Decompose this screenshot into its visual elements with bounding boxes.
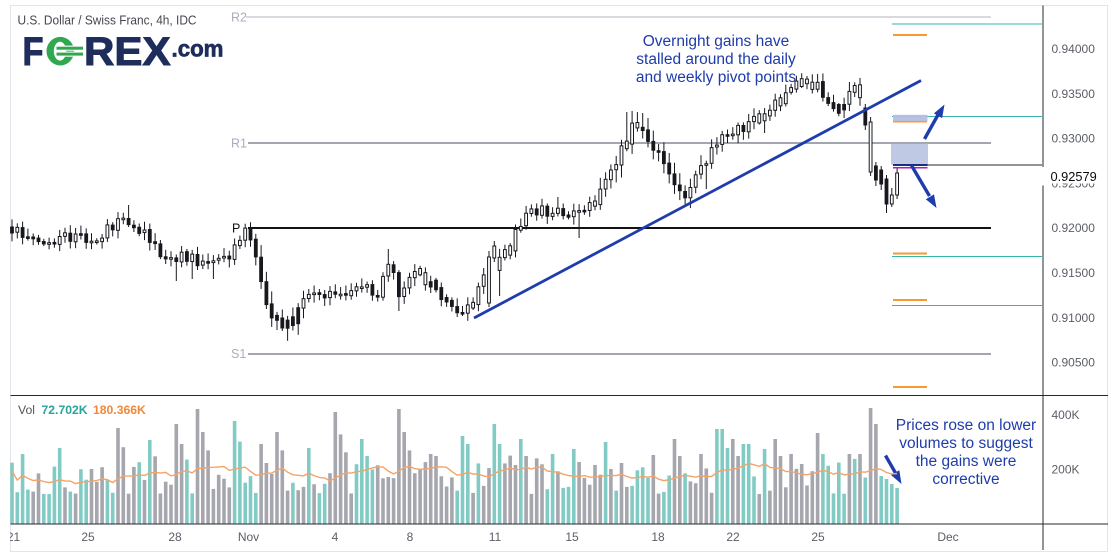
svg-text:11: 11 xyxy=(489,530,502,544)
svg-text:0.91500: 0.91500 xyxy=(1052,266,1096,280)
svg-text:Vol: Vol xyxy=(18,403,35,417)
svg-text:22: 22 xyxy=(726,530,740,544)
svg-text:F: F xyxy=(23,30,44,74)
svg-text:21: 21 xyxy=(7,530,21,544)
svg-text:P: P xyxy=(232,222,240,236)
svg-text:200K: 200K xyxy=(1052,463,1080,477)
svg-text:4: 4 xyxy=(332,530,339,544)
svg-text:0.93500: 0.93500 xyxy=(1052,87,1096,101)
svg-text:R2: R2 xyxy=(231,11,247,25)
svg-text:72.702K: 72.702K xyxy=(42,403,88,417)
svg-text:0.94000: 0.94000 xyxy=(1052,42,1096,56)
svg-text:.com: .com xyxy=(172,36,224,62)
svg-text:Nov: Nov xyxy=(238,530,259,544)
svg-text:Dec: Dec xyxy=(937,530,958,544)
svg-text:180.366K: 180.366K xyxy=(93,403,146,417)
svg-text:REX: REX xyxy=(84,30,171,74)
svg-text:0.93000: 0.93000 xyxy=(1052,132,1096,146)
svg-text:15: 15 xyxy=(565,530,579,544)
svg-text:0.91000: 0.91000 xyxy=(1052,311,1096,325)
svg-text:28: 28 xyxy=(168,530,182,544)
svg-text:U.S. Dollar / Swiss Franc, 4h,: U.S. Dollar / Swiss Franc, 4h, IDC xyxy=(18,14,197,28)
svg-text:8: 8 xyxy=(407,530,414,544)
svg-text:25: 25 xyxy=(81,530,95,544)
svg-text:0.90500: 0.90500 xyxy=(1052,356,1096,370)
svg-text:R1: R1 xyxy=(231,137,247,151)
svg-text:400K: 400K xyxy=(1052,408,1080,422)
svg-text:0.92000: 0.92000 xyxy=(1052,221,1096,235)
svg-text:0.92579: 0.92579 xyxy=(1051,169,1097,184)
svg-text:18: 18 xyxy=(651,530,665,544)
svg-text:S1: S1 xyxy=(231,347,246,361)
svg-text:25: 25 xyxy=(811,530,825,544)
